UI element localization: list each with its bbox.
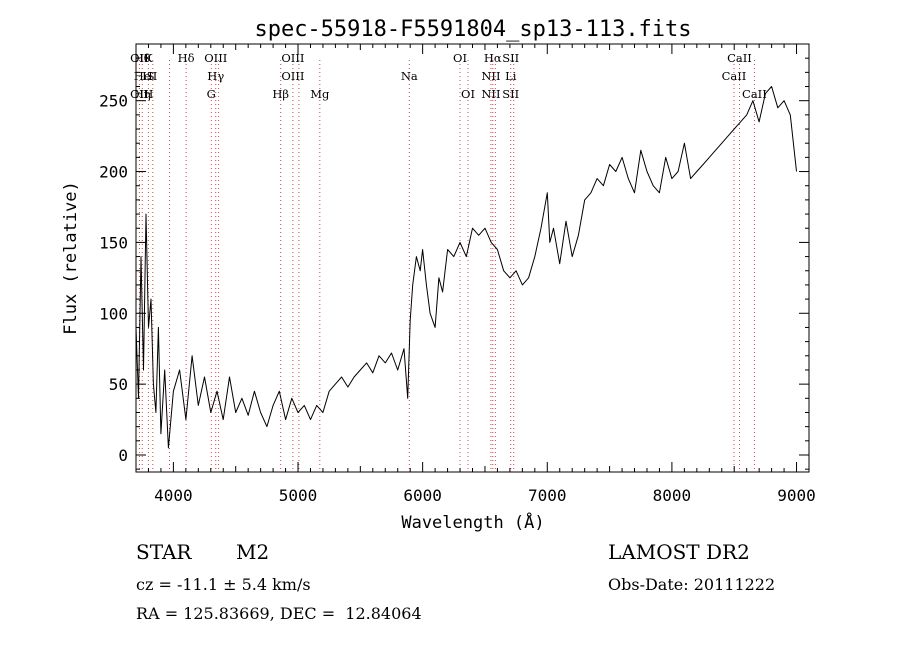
- spectral-line-label: Hδ: [178, 51, 195, 65]
- plot-frame: [135, 43, 810, 473]
- spectral-line-label: CaII: [727, 51, 752, 65]
- object-subclass: M2: [236, 540, 270, 564]
- y-tick-label: 150: [99, 233, 128, 252]
- spectral-line-label: OIII: [281, 51, 304, 65]
- spectral-line-label: Hγ: [207, 69, 224, 83]
- spectral-line-label: NII: [481, 69, 500, 83]
- spectral-line-label: SII: [502, 51, 519, 65]
- spectral-line-label: CaII: [722, 69, 747, 83]
- spectral-line-label: Hα: [484, 51, 502, 65]
- spectral-lines: OIIOIIHθHeHηKISHIIHδGOIIIHγHβOIIIOIIIMgN…: [130, 51, 767, 472]
- chart-title: spec-55918-F5591804_sp13-113.fits: [254, 17, 691, 42]
- spectrum-line: [135, 86, 797, 449]
- spectral-line-label: OI: [461, 87, 475, 101]
- x-tick-label: 4000: [154, 486, 193, 505]
- spectral-line-label: Hη: [134, 87, 151, 101]
- observation-date: Obs-Date: 20111222: [608, 575, 776, 594]
- spectral-line-label: K: [144, 51, 153, 65]
- spectral-line-label: Hβ: [272, 87, 289, 101]
- spectral-line-label: OIII: [281, 69, 304, 83]
- x-axis-label: Wavelength (Å): [401, 511, 544, 533]
- spectral-line-label: II: [148, 69, 157, 83]
- x-tick-label: 5000: [279, 486, 318, 505]
- spectral-line-label: NII: [481, 87, 500, 101]
- spectral-line-label: OII: [130, 87, 149, 101]
- y-tick-label: 0: [118, 446, 128, 465]
- spectral-line-label: G: [207, 87, 216, 101]
- spectral-line-label: OIII: [204, 51, 227, 65]
- spectral-line-label: Mg: [310, 87, 330, 101]
- survey-name: LAMOST DR2: [608, 540, 750, 564]
- y-tick-label: 200: [99, 163, 128, 182]
- spectral-line-label: Na: [401, 69, 418, 83]
- spectral-line-label: Hθ: [134, 51, 151, 65]
- object-class: STAR: [136, 540, 192, 564]
- axes: 4000 5000 6000 7000 8000 9000 0 50 100 150 200 250: [99, 43, 816, 505]
- sky-coordinates: RA = 125.83669, DEC = 12.84064: [136, 604, 422, 623]
- x-tick-label: 7000: [528, 486, 567, 505]
- spectrum-series: [135, 86, 797, 449]
- y-tick-label: 50: [109, 375, 128, 394]
- spectral-line-label: SII: [502, 87, 519, 101]
- y-tick-label: 100: [99, 304, 128, 323]
- y-tick-label: 250: [99, 92, 128, 111]
- redshift-cz: cz = -11.1 ± 5.4 km/s: [136, 575, 311, 594]
- x-tick-label: 9000: [777, 486, 816, 505]
- x-tick-label: 8000: [653, 486, 692, 505]
- y-axis-label: Flux (relative): [61, 181, 81, 335]
- x-tick-label: 6000: [403, 486, 442, 505]
- spectral-line-label: Li: [505, 69, 517, 83]
- spectral-line-label: IS: [142, 69, 155, 83]
- spectral-line-label: OI: [453, 51, 467, 65]
- spectral-line-label: H: [143, 87, 153, 101]
- spectral-line-label: CaII: [742, 87, 767, 101]
